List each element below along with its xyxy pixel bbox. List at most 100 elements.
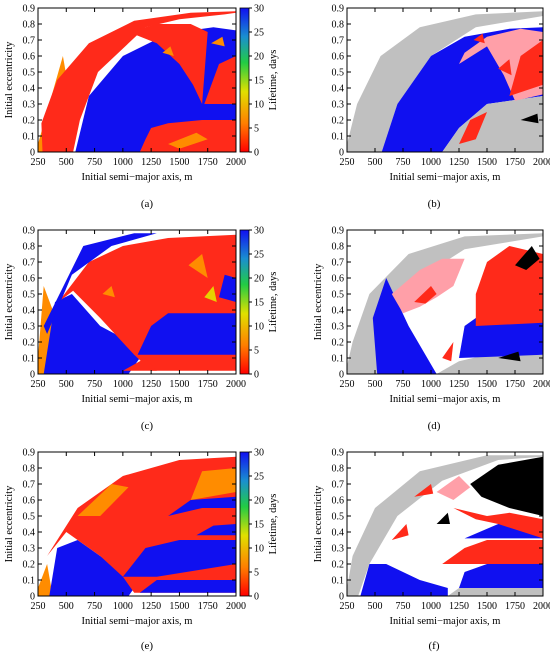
region-red-11 xyxy=(414,484,434,497)
x-tick-label: 1000 xyxy=(113,601,133,612)
region-red-3 xyxy=(128,24,208,104)
region-orange-7 xyxy=(188,254,208,278)
panel-d: 250 500 750 1000 1250 1500 1750 2000 0 0.1 0.2 0.3 0… xyxy=(275,222,550,442)
x-tick-label: 1500 xyxy=(477,379,497,390)
region-blue-8 xyxy=(196,524,236,536)
y-tick-label: 0.4 xyxy=(332,306,345,317)
region-blue-1 xyxy=(372,278,437,374)
x-tick-label: 250 xyxy=(31,601,46,612)
region-red-4 xyxy=(122,358,157,371)
region-black-9 xyxy=(436,512,450,524)
y-tick-label: 0.7 xyxy=(332,258,345,269)
region-pink-8 xyxy=(436,476,471,500)
y-tick-label: 0.2 xyxy=(23,560,36,571)
region-orange-8 xyxy=(211,36,225,47)
x-tick-label: 750 xyxy=(396,379,411,390)
region-blue-1 xyxy=(49,540,135,596)
panel-a-svg: 250 500 750 1000 1250 1500 1750 200000.10.20.30… xyxy=(4,4,279,184)
x-tick-label: 1500 xyxy=(477,601,497,612)
y-tick-label: 0 xyxy=(30,592,35,603)
y-tick-label: 0.8 xyxy=(332,20,345,31)
region-orange-0 xyxy=(38,564,53,596)
x-tick-label: 1750 xyxy=(505,157,525,168)
y-tick-label: 0.8 xyxy=(332,464,345,475)
panel-e-svg: 250 500 750 1000 1250 1500 1750 200000.10.20.30… xyxy=(4,448,279,628)
plot-frame xyxy=(346,7,544,153)
x-axis-label: Initial semi−major axis, m xyxy=(390,172,501,183)
panel-a: 250 500 750 1000 1250 1500 1750 2000 0 0.1 0.2 0.3 0… xyxy=(0,0,279,220)
region-blue-4 xyxy=(139,580,236,593)
heatmap-regions xyxy=(38,11,236,152)
y-tick-label: 0.5 xyxy=(23,68,36,79)
panel-b: 250 500 750 1000 1250 1500 1750 2000 0 0.1 0.2 0.3 0… xyxy=(275,0,550,220)
x-tick-label: 750 xyxy=(396,601,411,612)
panel-a-caption: (a) xyxy=(140,198,154,210)
region-orange-7 xyxy=(162,46,174,56)
y-axis-label: Initial eccentricity xyxy=(4,485,15,562)
x-tick-label: 2000 xyxy=(226,157,246,168)
x-tick-label: 500 xyxy=(368,379,383,390)
y-tick-label: 0.9 xyxy=(23,448,36,459)
panel-b-caption: (b) xyxy=(427,198,441,210)
y-tick-label: 0.5 xyxy=(332,68,345,79)
x-tick-label: 1500 xyxy=(169,601,189,612)
region-blue-3 xyxy=(137,313,236,355)
x-tick-label: 750 xyxy=(87,157,102,168)
x-tick-label: 1250 xyxy=(141,601,161,612)
panel-f: 250 500 750 1000 1250 1500 1750 2000 0 0.1 0.2 0.3 0… xyxy=(275,444,550,664)
region-grey-0 xyxy=(347,455,543,596)
panel-e: 250 500 750 1000 1250 1500 1750 2000 0 0.1 0.2 0.3 0… xyxy=(0,444,279,664)
region-red-6 xyxy=(459,112,487,144)
y-tick-label: 0.3 xyxy=(332,322,345,333)
y-axis-label: Initial eccentricity xyxy=(4,263,15,340)
region-orange-5 xyxy=(77,484,129,516)
heatmap-regions xyxy=(347,11,543,152)
colorbar-tick-label: 15 xyxy=(254,76,264,87)
x-tick-label: 1500 xyxy=(169,157,189,168)
y-tick-label: 0.7 xyxy=(23,480,36,491)
region-grey-0 xyxy=(347,233,543,374)
region-red-6 xyxy=(414,286,437,304)
colorbar-tick-label: 0 xyxy=(254,592,259,603)
plot-frame xyxy=(37,229,237,375)
region-blue-3 xyxy=(122,540,236,577)
y-tick-label: 0.6 xyxy=(23,496,36,507)
region-blue-3 xyxy=(459,564,543,588)
region-black-8 xyxy=(498,351,521,362)
y-tick-label: 0.9 xyxy=(332,226,345,237)
y-tick-label: 0.1 xyxy=(23,132,36,143)
region-red-9 xyxy=(442,342,454,362)
y-tick-label: 0.9 xyxy=(332,448,345,459)
y-tick-label: 0.9 xyxy=(23,226,36,237)
panel-f-svg: 250 500 750 1000 1250 1500 1750 2000 0 0.1 0.2 0.3 0… xyxy=(313,448,550,628)
panel-f-caption: (f) xyxy=(428,640,440,652)
region-red-10 xyxy=(391,524,409,540)
colorbar-tick-label: 25 xyxy=(254,28,264,39)
x-tick-label: 1250 xyxy=(141,157,161,168)
x-axis-label: Initial semi−major axis, m xyxy=(390,394,501,405)
x-tick-label: 1250 xyxy=(449,157,469,168)
x-tick-label: 250 xyxy=(31,157,46,168)
heatmap-regions xyxy=(38,233,236,374)
colorbar-tick-label: 30 xyxy=(254,4,264,15)
x-tick-label: 250 xyxy=(31,379,46,390)
region-blue-8 xyxy=(219,274,236,302)
y-tick-label: 0.4 xyxy=(23,306,36,317)
colorbar xyxy=(239,7,250,153)
y-tick-label: 0.2 xyxy=(332,560,345,571)
x-tick-label: 1250 xyxy=(141,379,161,390)
y-axis-label: Initial eccentricity xyxy=(4,41,15,118)
x-tick-label: 2000 xyxy=(226,601,246,612)
region-red-4 xyxy=(509,40,543,96)
y-tick-label: 0.4 xyxy=(332,528,345,539)
x-tick-label: 1500 xyxy=(169,379,189,390)
y-tick-label: 0.1 xyxy=(23,354,36,365)
heatmap-regions xyxy=(38,456,236,596)
x-tick-label: 2000 xyxy=(533,601,550,612)
colorbar xyxy=(239,451,250,597)
y-tick-label: 0 xyxy=(30,370,35,381)
y-tick-label: 0.8 xyxy=(332,242,345,253)
x-tick-label: 500 xyxy=(59,379,74,390)
y-tick-label: 0 xyxy=(30,148,35,159)
